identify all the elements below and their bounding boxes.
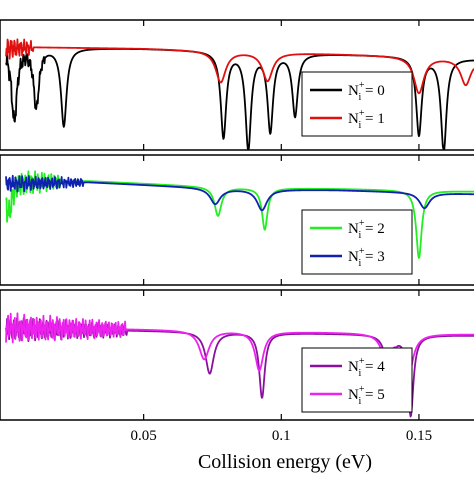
panel-2: N+ i = 2 N+ i = 3 [0, 154, 474, 286]
legend-box [301, 209, 413, 275]
legend-label-N0: N+ i = 0 [348, 80, 385, 103]
legend-label-N2: N+ i = 2 [348, 218, 385, 241]
legend-label-N1: N+ i = 1 [348, 108, 385, 131]
panel-frame [0, 289, 474, 421]
series-line-N5 [5, 312, 474, 382]
legend: N+ i = 0 N+ i = 1 [301, 71, 413, 137]
panel-frame [0, 154, 474, 286]
panel-frame [0, 19, 474, 151]
legend-box [301, 347, 413, 413]
panel-3: N+ i = 4 N+ i = 5 [0, 289, 474, 421]
legend-label-N4: N+ i = 4 [348, 356, 385, 379]
x-tick-label: 0.05 [131, 428, 157, 444]
series-line-N1 [5, 38, 474, 95]
series-line-N3 [5, 174, 474, 212]
x-tick-label: 0.15 [406, 428, 432, 444]
legend-box [301, 71, 413, 137]
x-tick-label: 0.1 [272, 428, 291, 444]
legend-label-N5: N+ i = 5 [348, 384, 385, 407]
legend: N+ i = 4 N+ i = 5 [301, 347, 413, 413]
legend: N+ i = 2 N+ i = 3 [301, 209, 413, 275]
x-axis-title: Collision energy (eV) [198, 451, 372, 473]
legend-label-N3: N+ i = 3 [348, 246, 385, 269]
panel-1: N+ i = 0 N+ i = 1 [0, 19, 474, 151]
series-line-N2 [5, 170, 474, 259]
